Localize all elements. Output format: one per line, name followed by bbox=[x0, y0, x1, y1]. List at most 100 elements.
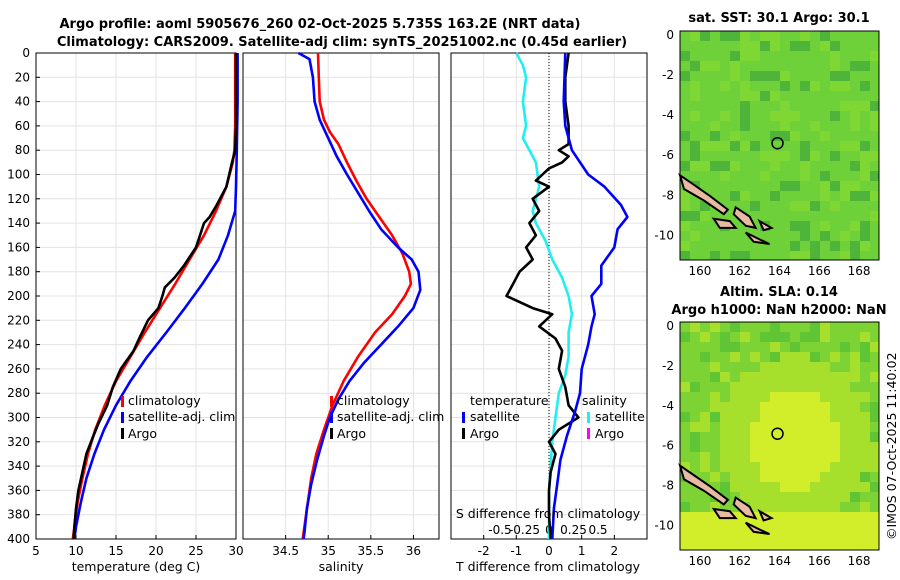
map-cell bbox=[730, 161, 740, 171]
map-cell bbox=[710, 141, 720, 151]
map-cell bbox=[750, 51, 760, 61]
map-cell bbox=[780, 542, 790, 550]
map-cell bbox=[700, 31, 710, 41]
map-cell bbox=[820, 392, 830, 402]
map-cell bbox=[730, 442, 740, 452]
map-cell bbox=[690, 522, 700, 532]
legend-swatch-t-argo bbox=[462, 428, 465, 439]
map-cell bbox=[680, 332, 690, 342]
map-cell bbox=[830, 201, 840, 211]
sst-map: 160 162 164 166 168 0 -2 -4 -6 -8 -10 sat. SST: 30… bbox=[654, 11, 880, 278]
map-cell bbox=[850, 101, 860, 111]
legend-swatch-argo bbox=[330, 428, 333, 439]
map-cell bbox=[840, 71, 850, 81]
map-cell bbox=[770, 402, 780, 412]
map-cell bbox=[770, 362, 780, 372]
map-cell bbox=[850, 422, 860, 432]
island-shape bbox=[744, 521, 770, 535]
map-cell bbox=[860, 191, 870, 201]
series-line-t-satellite bbox=[515, 52, 574, 539]
map-cell bbox=[810, 542, 820, 550]
legend-swatch-t-satellite bbox=[462, 412, 465, 423]
map-cell bbox=[830, 452, 840, 462]
legend-header-temperature: temperature bbox=[470, 393, 549, 408]
legend-swatch-argo bbox=[121, 428, 124, 439]
salinity-plot: 34.5 35 35.5 36 salinity climatology satell… bbox=[242, 51, 444, 574]
map-cell bbox=[700, 332, 710, 342]
map-cell bbox=[790, 382, 800, 392]
map-cell bbox=[730, 141, 740, 151]
map-y-tick-label: -8 bbox=[662, 188, 674, 202]
map-cell bbox=[810, 121, 820, 131]
map-cell bbox=[730, 482, 740, 492]
x2-tick-label: 0.5 bbox=[588, 523, 607, 537]
map-cell bbox=[740, 522, 750, 532]
map-cell bbox=[720, 372, 730, 382]
map-y-tick-label: 0 bbox=[666, 28, 674, 42]
map-cell bbox=[730, 542, 740, 550]
map-cell bbox=[860, 61, 870, 71]
map-cell bbox=[750, 392, 760, 402]
map-cell bbox=[730, 522, 740, 532]
difference-plot: -2 -1 0 1 2-0.5-0.25 0 0.25 0.5 T difference fr… bbox=[450, 52, 648, 574]
y-tick-label: 320 bbox=[7, 435, 30, 449]
argo-location-marker bbox=[771, 136, 784, 150]
map-cell bbox=[820, 402, 830, 412]
map-cell bbox=[680, 382, 690, 392]
map-cell bbox=[740, 462, 750, 472]
map-cell bbox=[730, 422, 740, 432]
argo-location-marker bbox=[771, 427, 784, 440]
map-cell bbox=[860, 452, 870, 462]
map-cell bbox=[840, 81, 850, 91]
map-cell bbox=[700, 542, 710, 550]
map-cell bbox=[780, 181, 790, 191]
map-cell bbox=[700, 141, 710, 151]
map-cell bbox=[800, 492, 810, 502]
map-cell bbox=[780, 352, 790, 362]
map-cell bbox=[850, 191, 860, 201]
map-cell bbox=[820, 542, 830, 550]
map-cell bbox=[780, 362, 790, 372]
map-cell bbox=[800, 542, 810, 550]
temperature-plot-area: 5 10 15 20 25 3002040608010012014016018020022… bbox=[7, 46, 244, 558]
map-cell bbox=[690, 542, 700, 550]
map-cell bbox=[760, 422, 770, 432]
map-cell bbox=[780, 332, 790, 342]
map-cell bbox=[830, 392, 840, 402]
map-cell bbox=[810, 402, 820, 412]
map-cell bbox=[780, 412, 790, 422]
map-cell bbox=[770, 482, 780, 492]
legend-swatch-satellite bbox=[121, 412, 124, 423]
map-cell bbox=[770, 442, 780, 452]
map-cell bbox=[820, 31, 830, 41]
map-cell bbox=[860, 141, 870, 151]
map-cell bbox=[840, 452, 850, 462]
series-line-t-argo bbox=[505, 52, 580, 540]
map-cell bbox=[860, 352, 870, 362]
map-cell bbox=[800, 332, 810, 342]
map-cell bbox=[770, 71, 780, 81]
map-cell bbox=[780, 432, 790, 442]
map-cell bbox=[810, 322, 820, 332]
map-cell bbox=[730, 352, 740, 362]
map-cell bbox=[800, 141, 810, 151]
map-cell bbox=[820, 512, 830, 522]
map-cell bbox=[780, 372, 790, 382]
map-cell bbox=[720, 452, 730, 462]
y-tick-label: 260 bbox=[7, 362, 30, 376]
map-cell bbox=[800, 532, 810, 542]
map-cell bbox=[840, 542, 850, 550]
map-cell bbox=[810, 241, 820, 251]
map-cell bbox=[740, 442, 750, 452]
x-tick-label: 25 bbox=[188, 544, 203, 558]
temperature-legend: climatology satellite-adj. clim Argo bbox=[121, 393, 235, 441]
map-cell bbox=[860, 392, 870, 402]
map-cell bbox=[790, 452, 800, 462]
map-cell bbox=[700, 161, 710, 171]
map-cell bbox=[680, 201, 690, 211]
map-cell bbox=[840, 392, 850, 402]
map-cell bbox=[770, 532, 780, 542]
figure-title-line1: Argo profile: aoml 5905676_260 02-Oct-20… bbox=[60, 17, 581, 32]
map-x-tick-label: 164 bbox=[768, 264, 791, 278]
x-tick-label: 34.5 bbox=[272, 544, 299, 558]
